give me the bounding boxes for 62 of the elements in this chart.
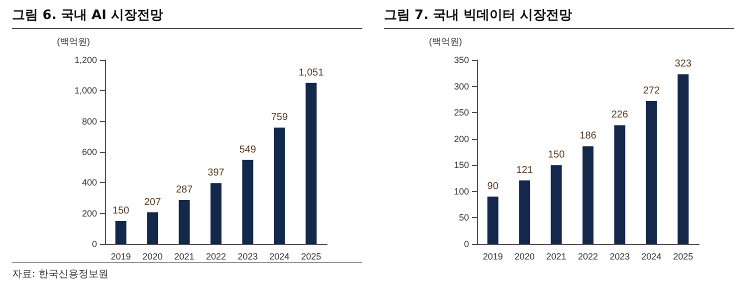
text: 자료: 한국신용정보원	[12, 262, 362, 281]
x-tick-label: 2025	[673, 252, 694, 262]
bar	[550, 165, 562, 244]
y-tick-label: 1,000	[74, 86, 97, 96]
y-tick-label: 400	[82, 178, 97, 188]
x-tick-label: 2023	[610, 252, 630, 262]
x-tick-label: 2019	[482, 252, 503, 262]
y-tick-label: 0	[92, 239, 97, 249]
data-label: 287	[176, 184, 194, 196]
bar	[646, 101, 657, 244]
data-label: 150	[548, 150, 566, 161]
data-label: 397	[208, 168, 225, 179]
x-tick-label: 2024	[269, 252, 290, 262]
y-tick-label: 50	[458, 212, 469, 223]
data-label: 186	[580, 130, 597, 142]
bar	[582, 146, 594, 244]
x-tick-label: 2022	[206, 252, 226, 262]
y-tick-label: 1,200	[74, 55, 97, 65]
data-label: 759	[271, 112, 288, 124]
bar	[178, 200, 190, 244]
y-axis-title: (백억원)	[429, 36, 462, 46]
data-label: 272	[643, 86, 660, 97]
x-tick-label: 2025	[301, 252, 322, 262]
data-label: 121	[516, 164, 534, 176]
x-tick-label: 2023	[238, 252, 258, 262]
y-tick-label: 300	[454, 81, 469, 92]
bar	[306, 82, 317, 244]
data-label: 226	[611, 110, 628, 121]
x-tick-label: 2019	[110, 252, 131, 262]
bar	[274, 128, 285, 244]
x-tick-label: 2022	[578, 252, 598, 262]
y-tick-label: 100	[454, 186, 469, 196]
y-tick-label: 200	[82, 208, 97, 218]
bar	[210, 183, 222, 244]
data-label: 150	[112, 206, 130, 216]
y-tick-label: 600	[82, 147, 97, 157]
x-tick-label: 2024	[641, 252, 662, 262]
x-tick-label: 2021	[546, 252, 566, 262]
bar	[147, 212, 158, 244]
data-label: 549	[239, 144, 256, 156]
chart-title: 그림 6. 국내 AI 시장전망	[12, 6, 362, 29]
y-tick-label: 800	[82, 116, 97, 126]
bar	[242, 160, 254, 244]
bar	[519, 180, 530, 244]
data-label: 207	[144, 196, 162, 208]
y-tick-label: 0	[464, 239, 469, 249]
bar	[487, 196, 498, 244]
y-axis-title: (백억원)	[57, 36, 90, 46]
y-tick-label: 350	[454, 55, 469, 65]
bar	[115, 221, 126, 244]
data-label: 1,051	[298, 67, 324, 78]
x-tick-label: 2020	[142, 252, 163, 262]
y-tick-label: 150	[454, 160, 469, 170]
bar	[678, 74, 689, 244]
y-tick-label: 200	[454, 134, 469, 144]
x-tick-label: 2021	[174, 252, 194, 262]
data-label: 90	[487, 181, 499, 192]
chart-title: 그림 7. 국내 빅데이터 시장전망	[384, 6, 734, 29]
bar	[614, 125, 626, 244]
x-tick-label: 2020	[514, 252, 535, 262]
data-label: 323	[674, 58, 692, 70]
y-tick-label: 250	[454, 108, 469, 118]
